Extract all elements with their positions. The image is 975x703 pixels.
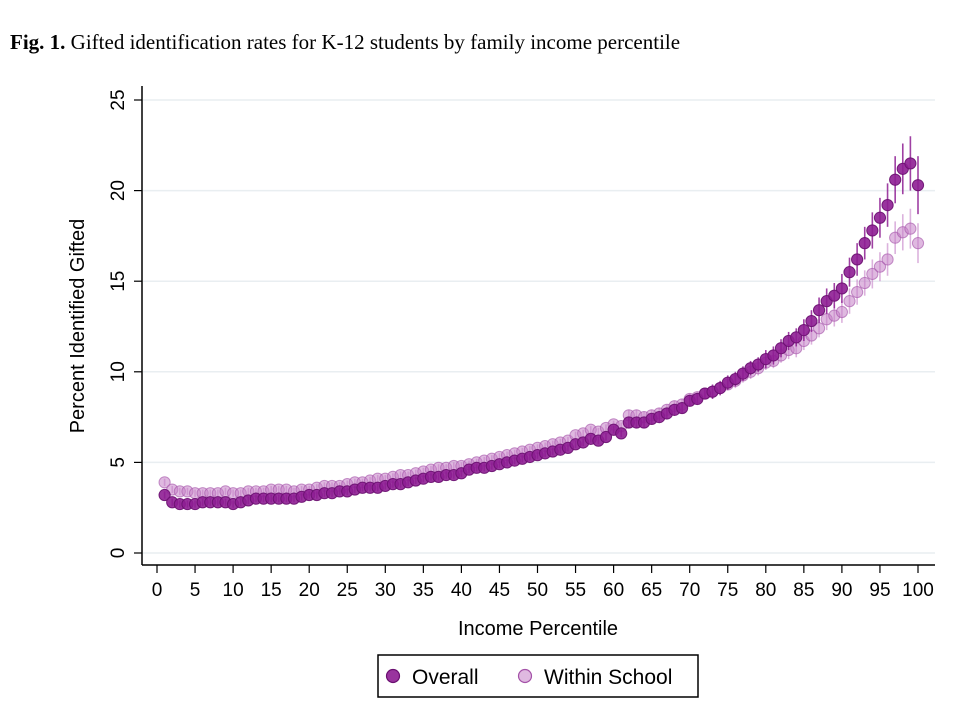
y-axis-title: Percent Identified Gifted — [67, 219, 89, 434]
legend-swatch-within-school — [517, 668, 533, 684]
x-tick-label-85: 85 — [793, 580, 814, 601]
legend: Overall Within School — [377, 654, 699, 698]
x-tick-label-10: 10 — [223, 580, 244, 601]
y-tick-label-5: 5 — [108, 457, 129, 468]
figure-label: Fig. 1. — [10, 30, 66, 54]
x-tick-label-70: 70 — [679, 580, 700, 601]
point-overall-61 — [615, 427, 628, 440]
point-overall-81 — [767, 349, 780, 362]
point-overall-84 — [790, 331, 803, 344]
point-within-school-92 — [851, 285, 864, 299]
figure-title-text: Gifted identification rates for K-12 stu… — [70, 30, 681, 54]
x-ticks: 0 5 10 15 20 25 30 35 40 45 50 55 60 65 70 75 80 85 90 95 10… — [152, 565, 934, 601]
y-tick-label-25: 25 — [108, 89, 129, 110]
x-tick-label-75: 75 — [717, 580, 738, 601]
x-tick-label-100: 100 — [902, 580, 934, 601]
x-tick-label-20: 20 — [299, 580, 320, 601]
x-tick-label-45: 45 — [489, 580, 510, 601]
axes — [141, 86, 935, 566]
point-within-school-91 — [843, 295, 856, 308]
point-overall-97 — [889, 173, 902, 186]
point-overall-96 — [881, 198, 894, 212]
point-overall-86 — [805, 314, 818, 328]
y-tick-label-0: 0 — [108, 548, 129, 559]
point-overall-87 — [812, 304, 826, 317]
point-overall-1 — [158, 488, 171, 502]
x-tick-label-40: 40 — [451, 580, 472, 601]
point-within-school-100 — [911, 237, 925, 250]
x-tick-label-80: 80 — [755, 580, 776, 601]
x-tick-label-35: 35 — [413, 580, 434, 601]
point-overall-82 — [774, 342, 788, 355]
point-overall-85 — [797, 324, 810, 337]
y-tick-label-15: 15 — [108, 271, 129, 292]
point-overall-94 — [866, 224, 879, 237]
point-within-school-90 — [835, 305, 849, 319]
figure-title: Fig. 1. Gifted identification rates for … — [10, 30, 680, 55]
x-tick-label-0: 0 — [152, 580, 163, 601]
point-within-school-93 — [858, 276, 871, 290]
point-overall-59 — [599, 430, 613, 444]
y-tick-label-10: 10 — [108, 361, 129, 382]
point-overall-93 — [858, 237, 871, 250]
point-within-school-95 — [873, 260, 887, 273]
point-within-school-96 — [881, 253, 894, 266]
series-overall — [158, 136, 925, 511]
x-tick-label-55: 55 — [565, 580, 586, 601]
point-within-school-94 — [866, 267, 879, 281]
point-overall-100 — [911, 179, 925, 192]
x-tick-label-25: 25 — [337, 580, 358, 601]
legend-box — [377, 654, 699, 698]
x-tick-label-65: 65 — [641, 580, 662, 601]
legend-swatch-overall — [385, 668, 401, 684]
point-overall-89 — [828, 289, 841, 302]
x-tick-label-15: 15 — [261, 580, 282, 601]
series-layer — [158, 136, 925, 511]
y-tick-label-20: 20 — [108, 180, 129, 201]
point-overall-69 — [675, 401, 689, 415]
x-tick-label-60: 60 — [603, 580, 624, 601]
y-ticks: 0 5 10 15 20 25 — [108, 89, 142, 558]
point-overall-99 — [904, 157, 917, 170]
x-tick-label-50: 50 — [527, 580, 548, 601]
point-within-school-1 — [158, 476, 171, 489]
point-overall-90 — [835, 282, 849, 295]
x-axis-title: Income Percentile — [458, 618, 618, 640]
point-overall-91 — [843, 266, 856, 279]
legend-label-overall: Overall — [412, 666, 479, 689]
point-overall-95 — [873, 211, 887, 224]
grid-lines — [143, 99, 935, 554]
point-within-school-99 — [904, 222, 917, 235]
x-tick-label-30: 30 — [375, 580, 396, 601]
legend-label-within-school: Within School — [544, 666, 672, 689]
x-tick-label-95: 95 — [869, 580, 890, 601]
x-tick-label-90: 90 — [831, 580, 852, 601]
x-tick-label-5: 5 — [190, 580, 201, 601]
point-overall-92 — [851, 253, 864, 266]
